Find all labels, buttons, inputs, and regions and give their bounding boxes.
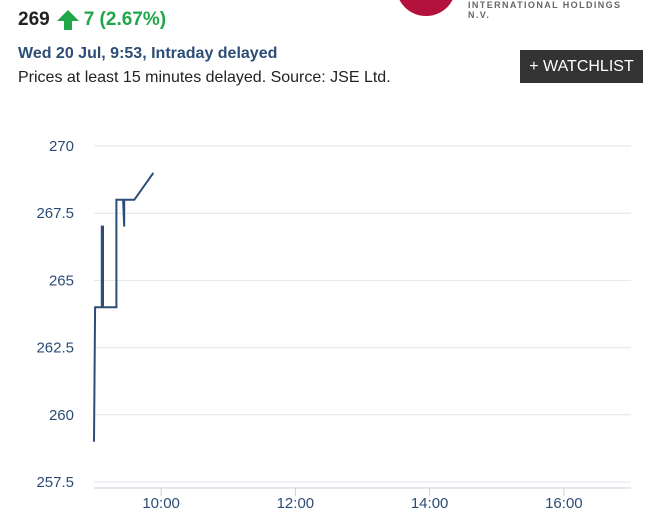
company-logo	[399, 0, 453, 16]
x-tick-label: 16:00	[545, 495, 583, 512]
last-price: 269	[18, 9, 50, 30]
x-tick-label: 10:00	[142, 495, 180, 512]
delay-notice: Prices at least 15 minutes delayed. Sour…	[18, 69, 391, 86]
y-tick-label: 265	[49, 272, 74, 289]
y-tick-label: 260	[49, 407, 74, 424]
price-change: 7 (2.67%)	[83, 9, 167, 30]
add-to-watchlist-button[interactable]: + WATCHLIST	[520, 50, 643, 83]
x-tick-label: 12:00	[277, 495, 315, 512]
company-tagline: INTERNATIONAL HOLDINGS N.V.	[468, 0, 622, 20]
y-axis-tick-labels: 270 267.5 265 262.5 260 257.5	[36, 138, 74, 491]
quote-timestamp: Wed 20 Jul, 9:53, Intraday delayed	[18, 45, 278, 62]
x-axis-tick-labels: 10:00 12:00 14:00 16:00	[142, 488, 583, 512]
price-row: 269 7 (2.67%)	[18, 6, 166, 34]
y-tick-label: 257.5	[36, 474, 74, 491]
price-line	[93, 172, 155, 442]
y-tick-label: 267.5	[36, 205, 74, 222]
x-tick-label: 14:00	[411, 495, 449, 512]
up-arrow-icon	[56, 10, 79, 30]
y-tick-label: 262.5	[36, 340, 74, 357]
y-tick-label: 270	[49, 138, 74, 155]
chart-gridlines	[94, 145, 631, 483]
